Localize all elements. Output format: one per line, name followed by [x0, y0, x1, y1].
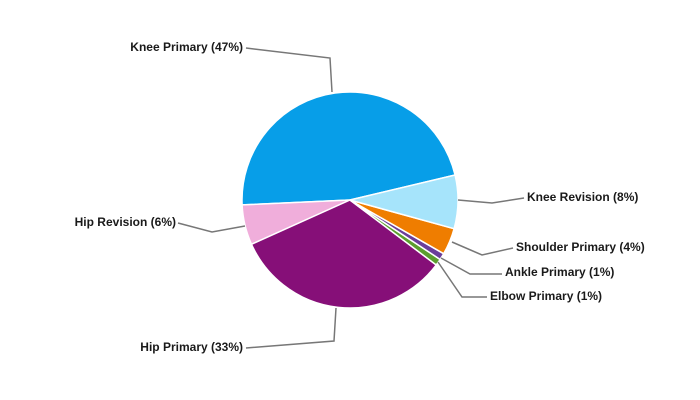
leader-line: [437, 261, 487, 298]
slice-label: Shoulder Primary (4%): [516, 240, 645, 254]
leader-line: [245, 307, 337, 349]
slice-label: Knee Revision (8%): [527, 190, 638, 204]
pie-slice: [250, 199, 438, 309]
leader-line: [440, 257, 502, 275]
slice-label: Elbow Primary (1%): [490, 289, 602, 303]
slice-label: Hip Revision (6%): [75, 215, 176, 229]
slice-label: Knee Primary (47%): [130, 40, 243, 54]
leader-line: [177, 222, 246, 233]
slice-label: Hip Primary (33%): [140, 340, 243, 354]
leader-line: [457, 197, 525, 204]
pie-slice: [349, 174, 459, 230]
leader-line: [245, 47, 333, 93]
pie-slice: [241, 91, 456, 206]
slice-label: Ankle Primary (1%): [505, 265, 614, 279]
leader-line: [451, 241, 514, 256]
